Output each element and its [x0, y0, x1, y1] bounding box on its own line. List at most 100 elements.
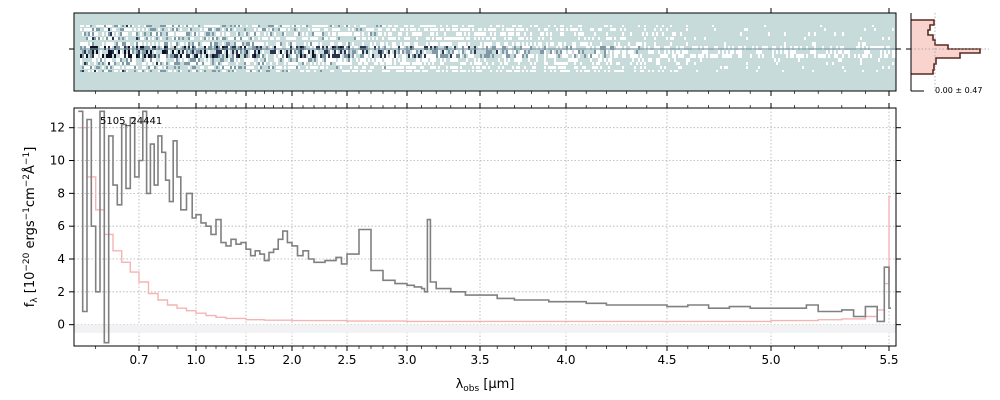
- spectrum-2d-pixel: [132, 32, 134, 36]
- spectrum-2d-pixel: [364, 25, 366, 27]
- spectrum-2d-pixel: [92, 42, 94, 46]
- spectrum-2d-pixel: [304, 25, 306, 27]
- spectrum-2d-pixel: [454, 66, 456, 69]
- spectrum-2d-pixel: [682, 54, 684, 58]
- spectrum-2d-pixel: [558, 62, 560, 65]
- spectrum-2d-pixel: [288, 37, 290, 40]
- spectrum-2d-pixel: [374, 62, 376, 65]
- spectrum-2d-pixel: [474, 32, 476, 36]
- spectrum-2d-pixel: [174, 25, 176, 27]
- spectrum-2d-pixel: [90, 66, 92, 69]
- spectrum-2d-pixel: [426, 28, 428, 31]
- spectrum-2d-pixel: [404, 58, 406, 62]
- spectrum-2d-pixel: [608, 37, 610, 40]
- spectrum-2d-pixel: [592, 54, 594, 58]
- spectrum-2d-pixel: [270, 25, 272, 27]
- spectrum-2d-pixel: [396, 25, 398, 27]
- spectrum-2d-pixel: [174, 50, 176, 54]
- spectrum-2d-pixel: [438, 54, 440, 58]
- grid: [74, 108, 896, 346]
- spectrum-2d-pixel: [312, 50, 314, 54]
- spectrum-2d-pixel: [510, 37, 512, 40]
- spectrum-2d-pixel: [386, 58, 388, 62]
- spectrum-2d-pixel: [150, 25, 152, 27]
- spectrum-2d-pixel: [596, 50, 598, 54]
- spectrum-2d-pixel: [306, 50, 308, 54]
- spectrum-2d-pixel: [92, 32, 94, 36]
- spectrum-2d-pixel: [574, 62, 576, 65]
- spectrum-2d-pixel: [886, 54, 888, 58]
- spectrum-2d-pixel: [136, 54, 138, 58]
- spectrum-2d-pixel: [414, 54, 416, 58]
- spectrum-2d-pixel: [402, 70, 404, 72]
- spectrum-2d-pixel: [380, 25, 382, 27]
- spectrum-2d-pixel: [432, 25, 434, 27]
- spectrum-2d-pixel: [372, 28, 374, 31]
- spectrum-2d-pixel: [80, 58, 82, 62]
- spectrum-2d-pixel: [388, 25, 390, 27]
- spectrum-2d-pixel: [166, 50, 168, 54]
- spectrum-2d-pixel: [606, 50, 608, 54]
- spectrum-2d-pixel: [444, 54, 446, 58]
- spectrum-2d-pixel: [600, 66, 602, 69]
- spectrum-2d-pixel: [518, 37, 520, 40]
- spectrum-2d-pixel: [292, 54, 294, 58]
- spectrum-2d-pixel: [124, 42, 126, 46]
- spectrum-2d-pixel: [482, 37, 484, 40]
- spectrum-2d-pixel: [314, 42, 316, 46]
- spectrum-2d-pixel: [818, 54, 820, 58]
- spectrum-2d-pixel: [154, 54, 156, 58]
- spectrum-2d-pixel: [182, 54, 184, 58]
- spectrum-2d-pixel: [186, 58, 188, 62]
- spectrum-2d-pixel: [304, 37, 306, 40]
- spectrum-2d-pixel: [148, 66, 150, 69]
- spectrum-2d-pixel: [364, 62, 366, 65]
- spectrum-2d-pixel: [380, 32, 382, 36]
- spectrum-2d-pixel: [212, 70, 214, 72]
- x-tick-label: 3.5: [470, 353, 489, 367]
- spectrum-2d-pixel: [494, 37, 496, 40]
- spectrum-2d-pixel: [218, 32, 220, 36]
- spectrum-2d-pixel: [260, 70, 262, 72]
- spectrum-2d-pixel: [402, 66, 404, 69]
- spectrum-2d-pixel: [352, 70, 354, 72]
- spectrum-2d-pixel: [348, 54, 350, 58]
- spectrum-2d-pixel: [672, 37, 674, 40]
- spectrum-2d-pixel: [498, 50, 500, 54]
- spectrum-2d-pixel: [302, 25, 304, 27]
- spectrum-2d-pixel: [348, 70, 350, 72]
- spectrum-2d-pixel: [228, 28, 230, 31]
- spectrum-2d-pixel: [316, 66, 318, 69]
- spectrum-2d-pixel: [216, 32, 218, 36]
- spectrum-2d-pixel: [118, 25, 120, 27]
- spectrum-2d-pixel: [846, 50, 848, 54]
- spectrum-2d-pixel: [638, 25, 640, 27]
- spectrum-2d-pixel: [538, 42, 540, 46]
- spectrum-2d-pixel: [656, 25, 658, 27]
- spectrum-2d-pixel: [294, 62, 296, 65]
- spectrum-2d-pixel: [150, 28, 152, 31]
- spectrum-2d-pixel: [436, 50, 438, 54]
- spectrum-2d-pixel: [212, 54, 214, 58]
- spectrum-2d-pixel: [240, 66, 242, 69]
- spectrum-2d-pixel: [280, 66, 282, 69]
- spectrum-2d-pixel: [590, 58, 592, 62]
- spectrum-2d-pixel: [380, 42, 382, 46]
- spectrum-2d-pixel: [562, 66, 564, 69]
- spectrum-2d-pixel: [256, 54, 258, 58]
- spectrum-2d-pixel: [240, 42, 242, 46]
- spectrum-2d-pixel: [516, 28, 518, 31]
- spectrum-2d-pixel: [456, 70, 458, 72]
- spectrum-2d-pixel: [178, 50, 180, 54]
- spectrum-2d-pixel: [266, 54, 268, 58]
- spectrum-2d-pixel: [576, 58, 578, 62]
- spectrum-2d-pixel: [564, 50, 566, 54]
- spectrum-2d-pixel: [192, 50, 194, 54]
- spectrum-2d-pixel: [204, 58, 206, 62]
- spectrum-2d-pixel: [368, 70, 370, 72]
- spectrum-2d-pixel: [420, 66, 422, 69]
- spectrum-2d-pixel: [128, 42, 130, 46]
- spectrum-2d-pixel: [806, 54, 808, 58]
- spectrum-2d-pixel: [254, 70, 256, 72]
- spectrum-2d-pixel: [694, 37, 696, 40]
